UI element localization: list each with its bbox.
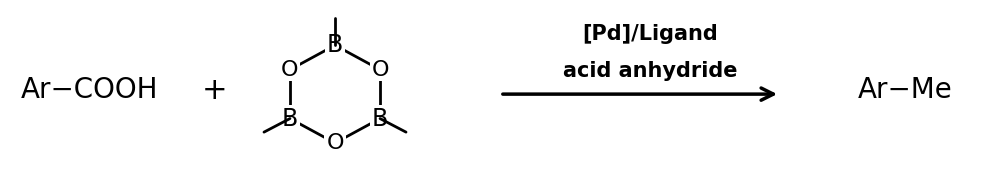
Text: B: B <box>282 107 298 131</box>
Text: O: O <box>326 133 344 153</box>
Text: Ar−Me: Ar−Me <box>858 77 952 104</box>
Text: +: + <box>202 76 228 105</box>
Text: O: O <box>281 60 299 80</box>
Text: acid anhydride: acid anhydride <box>563 61 737 81</box>
Text: B: B <box>327 33 343 57</box>
Text: B: B <box>372 107 388 131</box>
Text: [Pd]/Ligand: [Pd]/Ligand <box>582 24 718 44</box>
Text: O: O <box>371 60 389 80</box>
Text: Ar−COOH: Ar−COOH <box>21 77 159 104</box>
